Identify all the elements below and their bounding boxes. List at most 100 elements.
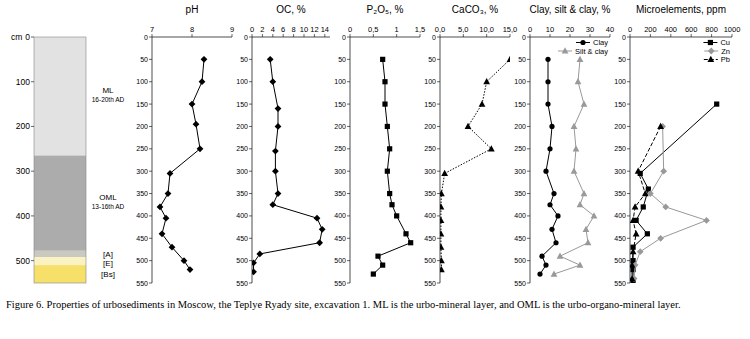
- y-tick-label: 0: [432, 34, 436, 41]
- y-tick: [149, 260, 152, 261]
- panel: 0102030400501001502002503003504004505005…: [514, 4, 614, 287]
- y-tick-label: 100: [614, 78, 626, 85]
- point: [577, 201, 584, 207]
- x-tick: [350, 34, 351, 37]
- y-tick-label: 0: [144, 34, 148, 41]
- point: [440, 217, 444, 223]
- x-tick: [283, 34, 284, 37]
- x-axis: [630, 37, 732, 38]
- x-tick-label: 10: [546, 25, 554, 34]
- x-tick: [152, 34, 153, 37]
- x-tick-label: 20: [566, 25, 574, 34]
- y-tick-label: 450: [334, 235, 346, 242]
- y-tick: [627, 59, 630, 60]
- y-tick: [527, 81, 530, 82]
- y-tick: [249, 126, 252, 127]
- depth-tick: [31, 37, 34, 38]
- point: [714, 101, 719, 106]
- y-tick: [347, 148, 350, 149]
- point: [319, 226, 326, 233]
- y-tick-label: 150: [236, 101, 248, 108]
- point: [507, 56, 510, 62]
- legend-marker: [708, 40, 713, 45]
- y-tick-label: 50: [518, 56, 526, 63]
- profile: 0100200300400500cmML16-20th ADOML13-16th…: [11, 32, 125, 283]
- depth-tick: [31, 215, 34, 216]
- y-tick: [149, 104, 152, 105]
- x-tick-label: 5,0: [458, 25, 468, 34]
- point: [382, 101, 387, 106]
- legend-label: Silt & clay: [575, 47, 608, 56]
- point: [660, 168, 667, 175]
- x-tick-label: 400: [665, 25, 678, 34]
- x-tick: [570, 34, 571, 37]
- y-tick-label: 550: [136, 280, 148, 287]
- y-tick: [527, 260, 530, 261]
- point: [197, 145, 204, 152]
- point: [549, 227, 554, 232]
- series-line: [554, 59, 594, 274]
- panel: 789050100150200250300350400450500550pH: [136, 4, 234, 287]
- point: [630, 248, 636, 254]
- y-tick-label: 150: [136, 101, 148, 108]
- depth-label: 500: [16, 256, 30, 266]
- depth-tick: [31, 171, 34, 172]
- panel-title: Clay, silt & clay, %: [530, 4, 611, 15]
- y-tick: [527, 238, 530, 239]
- y-tick: [527, 148, 530, 149]
- x-tick-label: 6: [281, 25, 285, 34]
- y-tick: [347, 81, 350, 82]
- point: [272, 168, 279, 175]
- depth-label: 300: [16, 166, 30, 176]
- y-tick-label: 100: [136, 78, 148, 85]
- point: [387, 146, 392, 151]
- point: [551, 270, 558, 276]
- y-tick: [149, 59, 152, 60]
- y-tick: [437, 104, 440, 105]
- y-tick: [249, 171, 252, 172]
- y-tick: [347, 171, 350, 172]
- point: [201, 56, 208, 63]
- series-line: [634, 126, 706, 278]
- point: [380, 57, 385, 62]
- x-tick: [373, 34, 374, 37]
- y-tick-label: 100: [514, 78, 526, 85]
- y-tick: [347, 283, 350, 284]
- point: [645, 231, 650, 236]
- y-axis: [530, 37, 531, 283]
- point: [581, 100, 588, 106]
- point: [551, 191, 556, 196]
- layer-label: [Bs]: [101, 270, 115, 279]
- point: [440, 190, 445, 196]
- point: [630, 217, 636, 223]
- y-tick-label: 500: [136, 257, 148, 264]
- x-tick-label: 40: [606, 25, 614, 34]
- point: [371, 271, 376, 276]
- point: [591, 212, 598, 218]
- legend-marker: [562, 47, 569, 53]
- x-axis: [350, 37, 420, 38]
- y-tick-label: 0: [622, 34, 626, 41]
- y-tick: [347, 215, 350, 216]
- y-tick: [627, 126, 630, 127]
- y-tick-label: 350: [514, 190, 526, 197]
- point: [316, 239, 323, 246]
- y-tick: [627, 260, 630, 261]
- y-tick-label: 300: [614, 168, 626, 175]
- layer: [34, 251, 86, 257]
- y-tick: [249, 59, 252, 60]
- point: [583, 226, 590, 232]
- y-tick-label: 50: [338, 56, 346, 63]
- legend-marker: [708, 48, 715, 55]
- layer: [34, 37, 86, 156]
- point: [577, 56, 584, 62]
- y-tick: [347, 104, 350, 105]
- y-tick-label: 550: [424, 280, 436, 287]
- point: [465, 123, 472, 129]
- panel: 0,05,010,015,005010015020025030035040045…: [424, 4, 517, 287]
- y-tick: [627, 37, 630, 38]
- point: [189, 101, 196, 108]
- plot-area: [371, 57, 414, 277]
- x-tick-label: 0,5: [368, 25, 378, 34]
- legend: ClaySilt & clay: [558, 38, 608, 56]
